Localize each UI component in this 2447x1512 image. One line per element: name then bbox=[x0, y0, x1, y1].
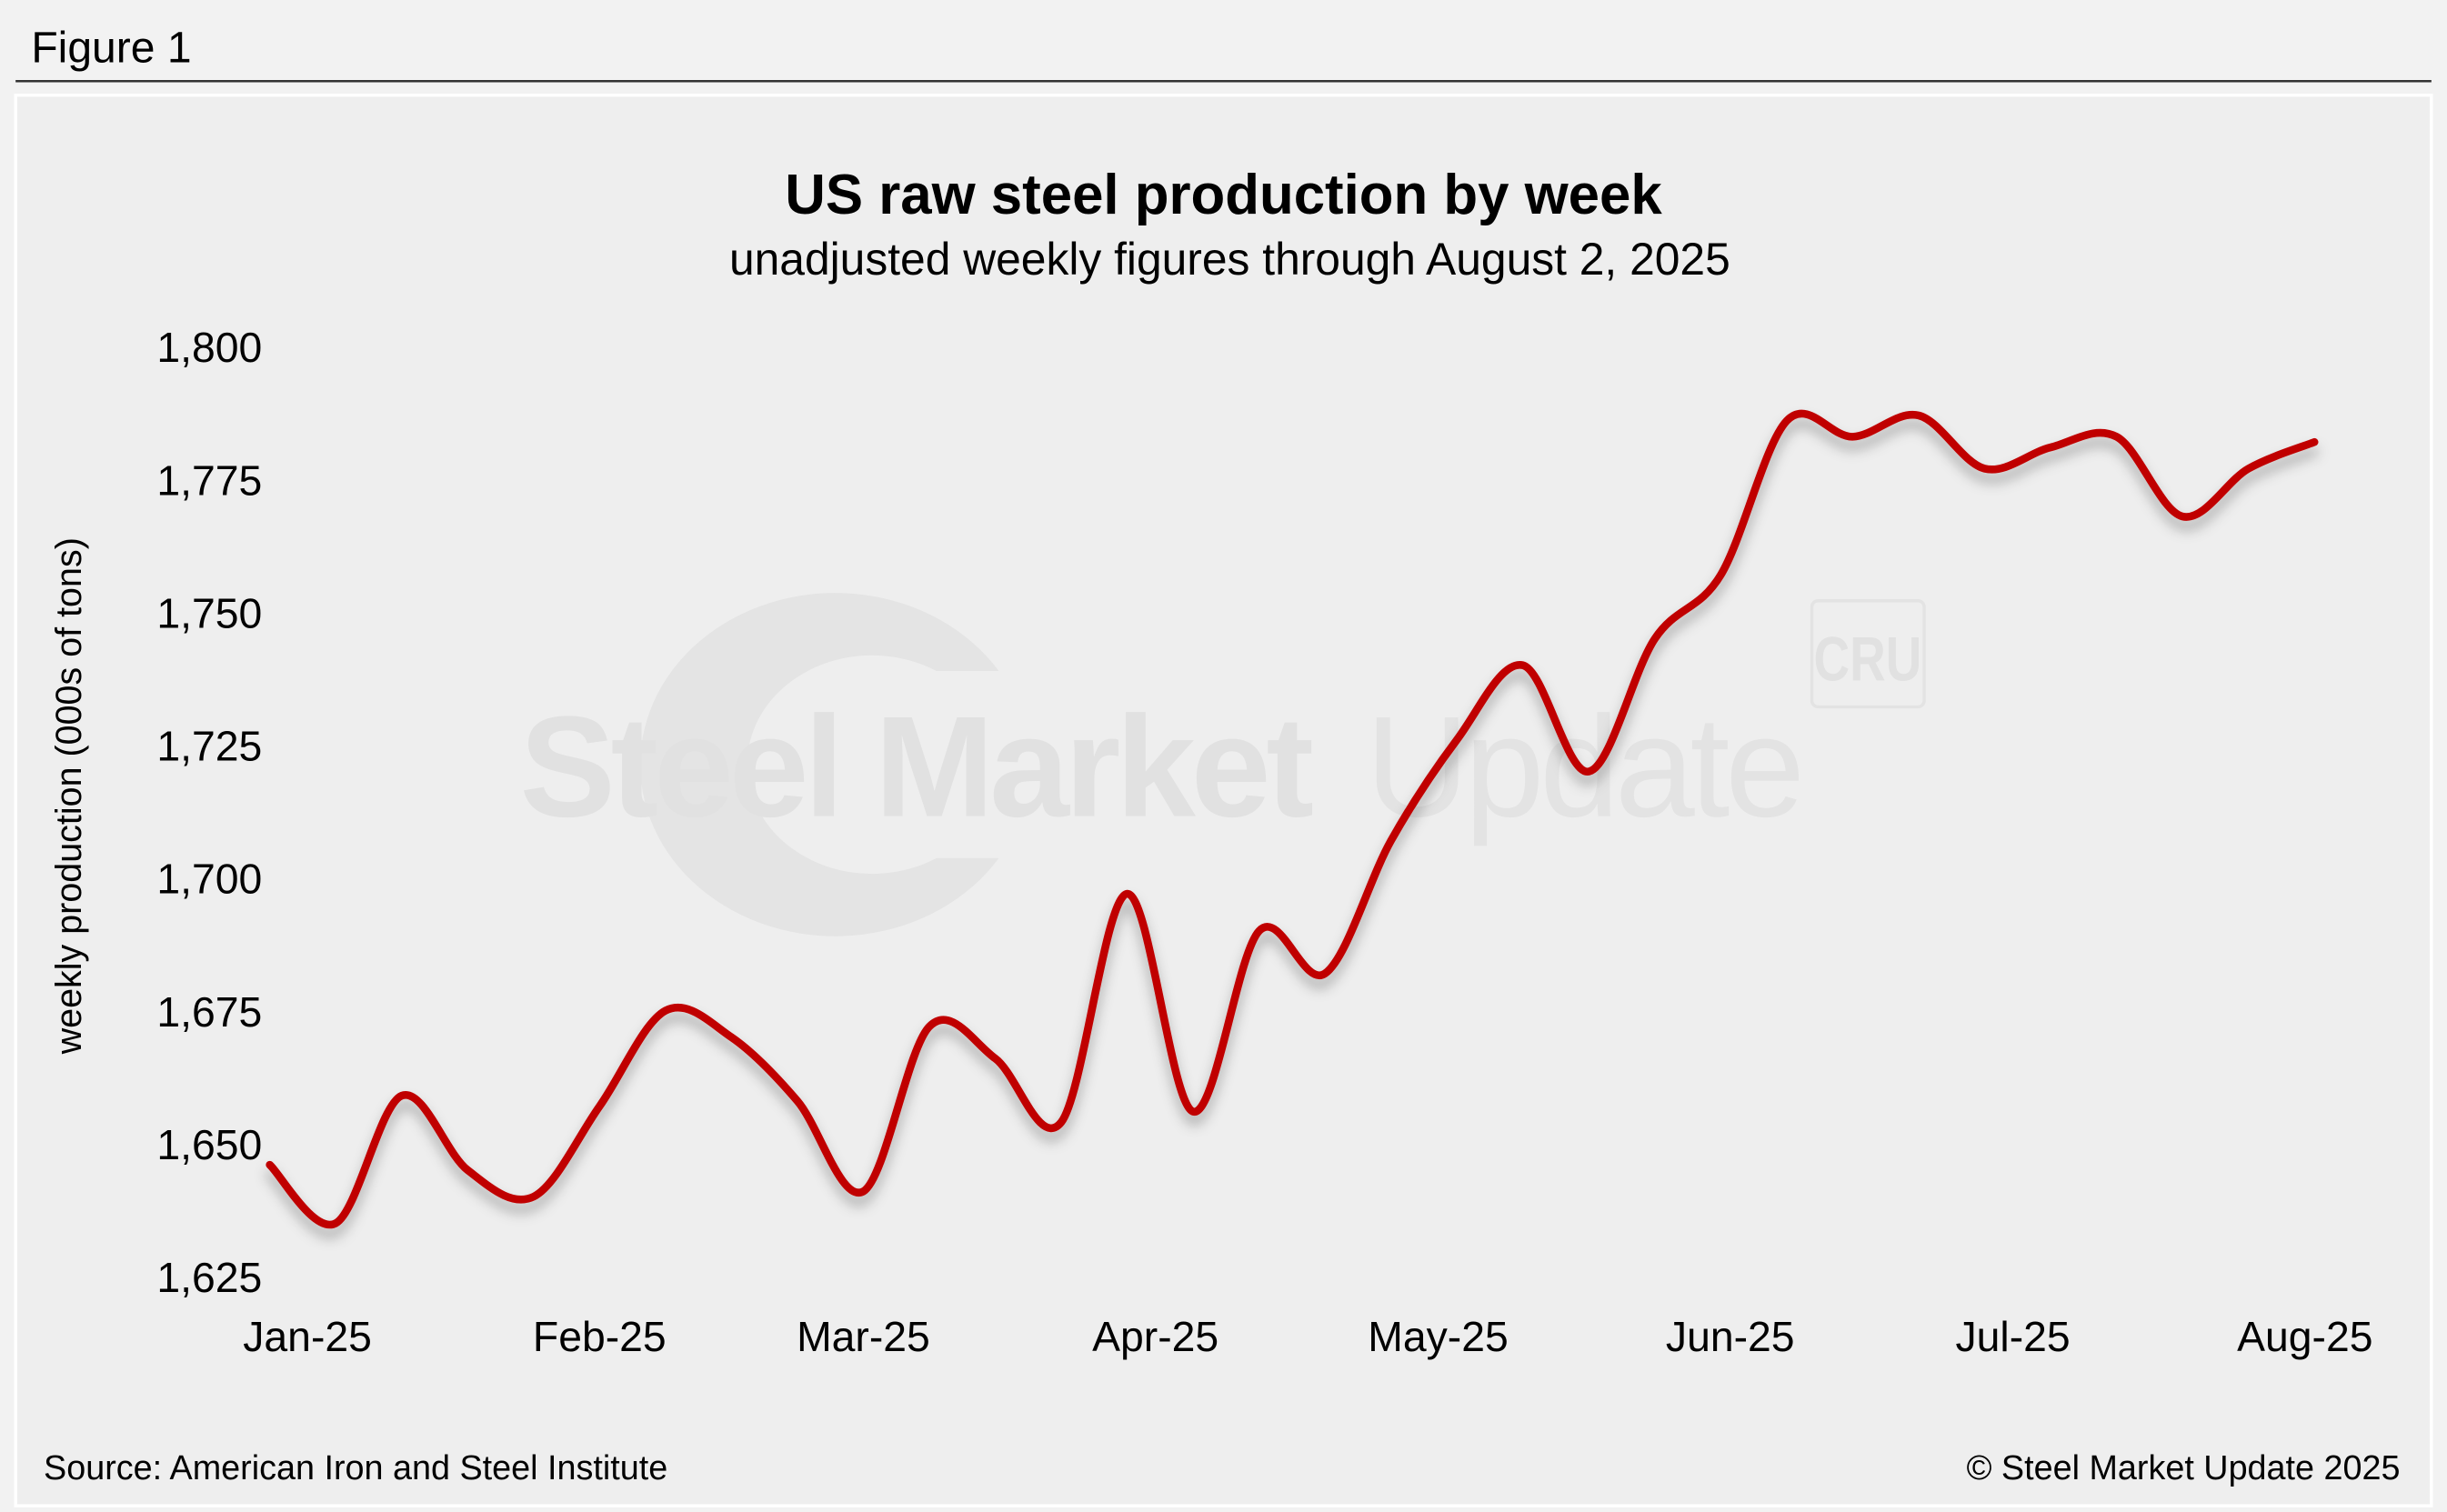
y-tick-label: 1,625 bbox=[156, 1254, 262, 1301]
chart-title: US raw steel production by week bbox=[785, 164, 1662, 226]
series-layer bbox=[266, 409, 2319, 1229]
y-axis-label: weekly production (000s of tons) bbox=[49, 537, 89, 1055]
y-axis-ticks: 1,625 1,650 1,675 1,700 1,725 1,750 1,775 1,800 bbox=[156, 324, 262, 1301]
x-tick-label: Jan-25 bbox=[243, 1313, 372, 1360]
cru-logo-box bbox=[1810, 599, 1926, 709]
x-axis-ticks: Jan-25 Feb-25 Mar-25 Apr-25 May-25 Jun-25 Jul-… bbox=[243, 1313, 2372, 1360]
series-line bbox=[266, 409, 2319, 1229]
x-tick-label: Jul-25 bbox=[1956, 1313, 2071, 1360]
x-tick-label: Jun-25 bbox=[1666, 1313, 1795, 1360]
y-tick-label: 1,800 bbox=[156, 324, 262, 371]
x-tick-label: Aug-25 bbox=[2237, 1313, 2372, 1360]
x-tick-label: May-25 bbox=[1368, 1313, 1508, 1360]
y-tick-label: 1,775 bbox=[156, 456, 262, 504]
watermark-swoosh bbox=[640, 593, 999, 936]
x-tick-label: Apr-25 bbox=[1092, 1313, 1218, 1360]
y-tick-label: 1,750 bbox=[156, 589, 262, 636]
y-tick-label: 1,650 bbox=[156, 1121, 262, 1168]
copyright-note: © Steel Market Update 2025 bbox=[1967, 1448, 2401, 1487]
y-tick-label: 1,700 bbox=[156, 856, 262, 903]
source-note: Source: American Iron and Steel Institut… bbox=[44, 1448, 667, 1487]
y-tick-label: 1,675 bbox=[156, 988, 262, 1036]
cru-logo-text: CRU bbox=[1813, 626, 1921, 695]
watermark-brand-bold: Steel Market bbox=[519, 687, 1312, 847]
y-tick-label: 1,725 bbox=[156, 723, 262, 770]
x-tick-label: Feb-25 bbox=[533, 1313, 667, 1360]
figure-label: Figure 1 bbox=[31, 25, 191, 73]
chart-panel bbox=[14, 93, 2433, 1507]
watermark: Steel Market Update CRU bbox=[519, 593, 1926, 936]
x-tick-label: Mar-25 bbox=[797, 1313, 930, 1360]
chart-subtitle: unadjusted weekly figures through August… bbox=[729, 234, 1730, 285]
